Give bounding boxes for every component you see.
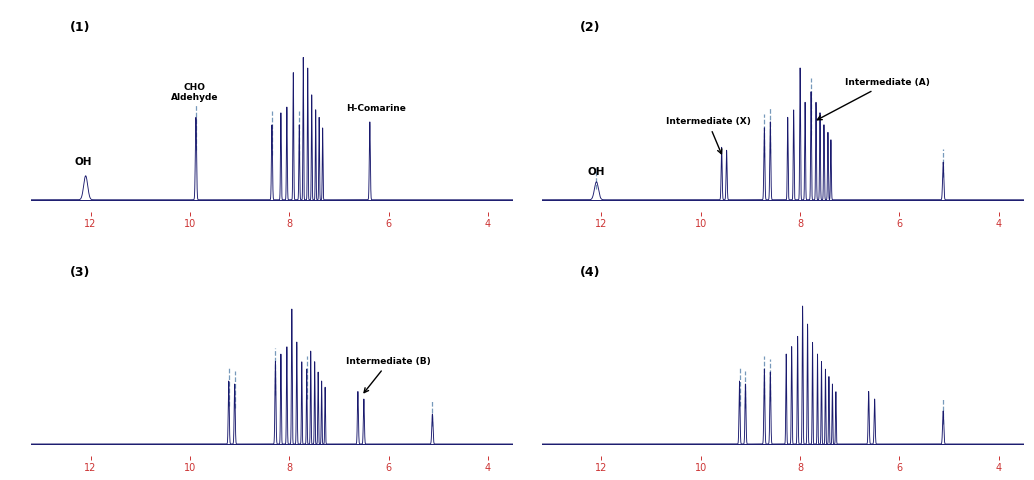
Text: (4): (4) [580,265,601,278]
Text: H-Comarine: H-Comarine [346,104,406,113]
Text: (2): (2) [580,21,601,35]
Text: CHO
Aldehyde: CHO Aldehyde [172,83,219,102]
Text: Intermediate (B): Intermediate (B) [346,357,431,393]
Text: Intermediate (X): Intermediate (X) [666,117,751,154]
Text: Intermediate (A): Intermediate (A) [817,78,930,120]
Text: (3): (3) [69,265,90,278]
Text: OH: OH [587,167,605,177]
Text: OH: OH [74,157,92,167]
Text: (1): (1) [69,21,90,35]
